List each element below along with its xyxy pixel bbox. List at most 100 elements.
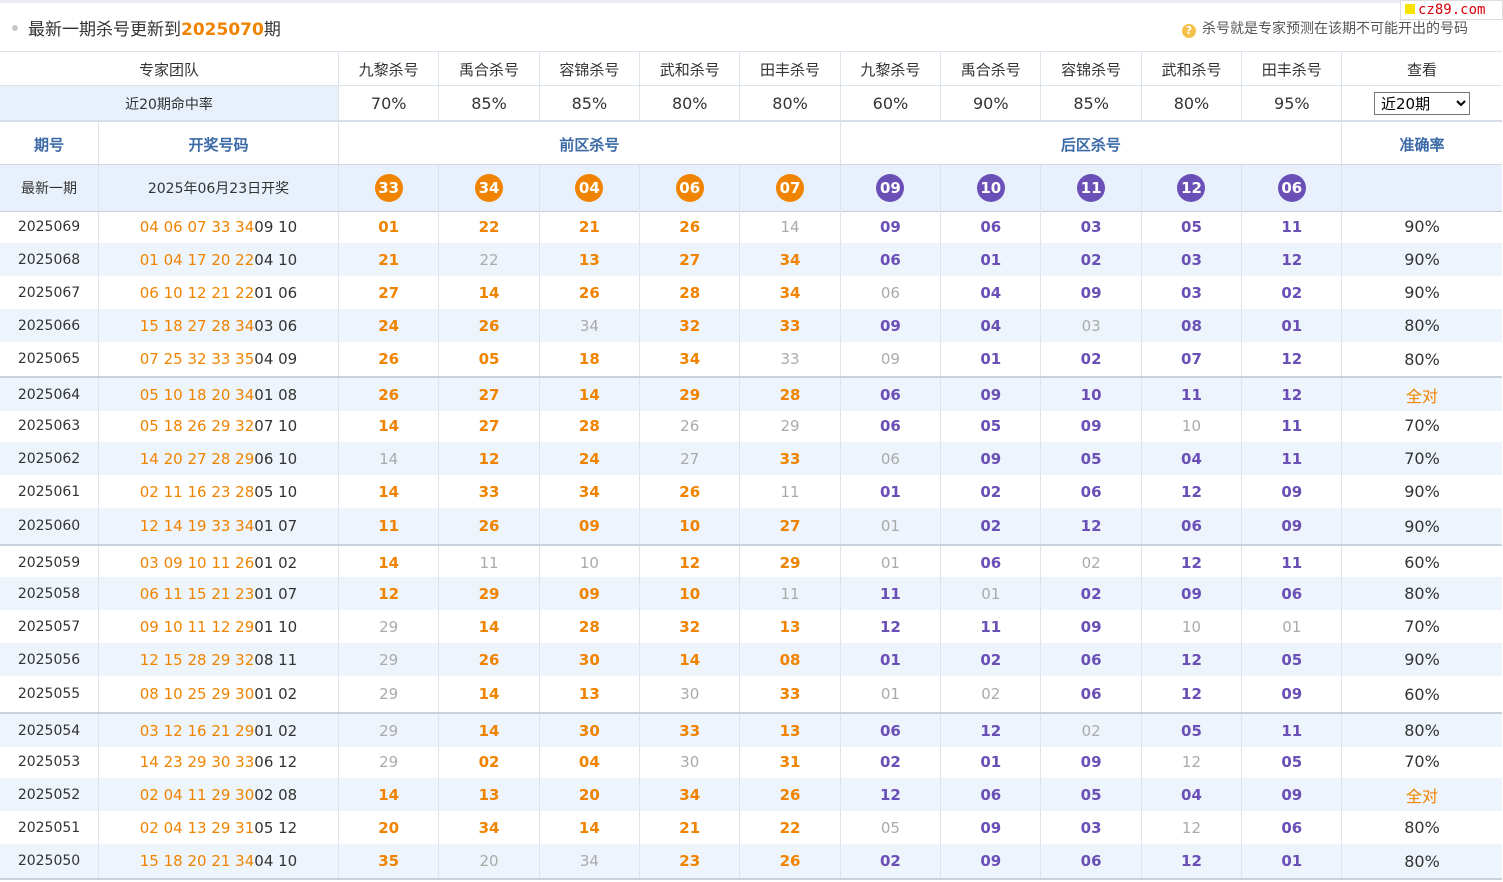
accuracy-cell: 全对 <box>1341 778 1502 811</box>
kill-number: 01 <box>378 217 400 236</box>
back-kill-ball: 09 <box>876 174 905 202</box>
kill-number: 31 <box>779 752 801 771</box>
kill-number-cell: 14 <box>538 811 639 844</box>
kill-number-cell: 10 <box>538 546 639 579</box>
draw-back-numbers: 04 10 <box>254 852 298 870</box>
draw-front-numbers: 03 09 10 11 26 <box>139 553 255 572</box>
kill-number-cell: 27 <box>438 409 538 442</box>
latest-draw-date: 2025年06月23日开奖 <box>98 165 338 211</box>
bottom-divider <box>0 878 1502 880</box>
cell-text: 2025066 <box>17 317 81 334</box>
accuracy-cell: 60% <box>1341 676 1502 712</box>
kill-number-cell: 26 <box>639 210 739 243</box>
kill-number-cell: 01 <box>839 676 940 712</box>
kill-number: 06 <box>1080 650 1102 669</box>
draw-back-numbers: 01 02 <box>254 721 298 740</box>
kill-number-cell: 34 <box>538 844 639 878</box>
cell-text: 2025053 <box>17 753 81 770</box>
front-kill-header: 前区杀号 <box>338 122 840 166</box>
kill-number: 20 <box>578 785 600 804</box>
kill-number-cell: 02 <box>438 745 538 778</box>
kill-number-cell: 04 <box>1140 778 1241 811</box>
kill-number-cell: 11 <box>1241 409 1341 442</box>
kill-number-cell: 30 <box>538 714 639 747</box>
issue-number: 2025059 <box>0 546 98 579</box>
kill-number-cell: 21 <box>538 210 639 243</box>
draw-front-numbers: 14 23 29 30 33 <box>139 752 255 771</box>
kill-number-cell: 09 <box>1241 676 1341 712</box>
kill-number-cell: 14 <box>338 778 438 811</box>
draw-front-numbers: 07 25 32 33 35 <box>139 350 255 368</box>
kill-number: 08 <box>779 650 801 669</box>
kill-number-cell: 01 <box>839 475 940 508</box>
accuracy-value: 全对 <box>1405 386 1438 406</box>
kill-number-cell: 29 <box>338 610 438 643</box>
kill-number: 27 <box>779 517 801 535</box>
kill-number: 21 <box>378 250 400 269</box>
accuracy-cell: 70% <box>1341 409 1502 442</box>
kill-number-cell: 11 <box>739 577 839 610</box>
kill-number-cell: 11 <box>1241 714 1341 747</box>
kill-number: 01 <box>980 752 1002 771</box>
accuracy-cell: 80% <box>1341 811 1502 844</box>
kill-number-cell: 33 <box>438 475 538 508</box>
kill-number-cell: 01 <box>1241 309 1341 342</box>
kill-number-cell: 12 <box>940 714 1040 747</box>
kill-number-cell: 06 <box>1241 577 1341 610</box>
kill-number: 09 <box>1281 517 1303 535</box>
kill-number: 01 <box>880 517 900 535</box>
kill-number: 26 <box>779 852 801 870</box>
kill-number: 29 <box>780 416 800 435</box>
kill-number-cell: 27 <box>438 378 538 411</box>
accuracy-value: 80% <box>1404 851 1440 871</box>
kill-number-cell: 12 <box>639 546 739 579</box>
kill-number: 02 <box>981 685 1001 703</box>
kill-number-cell: 04 <box>940 309 1040 342</box>
draw-back-numbers: 07 10 <box>254 416 298 435</box>
kill-number: 13 <box>779 617 801 636</box>
kill-number: 03 <box>1181 283 1202 302</box>
expert-column-header: 武和杀号 <box>639 52 739 86</box>
site-logo[interactable]: cz89.com <box>1400 0 1503 20</box>
kill-number-cell: 11 <box>739 475 839 508</box>
draw-front-numbers: 02 04 11 29 30 <box>139 785 255 804</box>
cell-text: 禹合杀号 <box>459 60 520 79</box>
period-select[interactable]: 近20期 <box>1374 92 1470 115</box>
issue-number: 2025051 <box>0 811 98 844</box>
kill-number-cell: 20 <box>438 844 538 878</box>
kill-number: 12 <box>1181 553 1202 572</box>
kill-number-cell: 34 <box>538 309 639 342</box>
kill-number: 09 <box>1281 685 1303 703</box>
kill-number-cell: 14 <box>438 276 538 309</box>
kill-number: 13 <box>478 785 500 804</box>
draw-numbers: 05 18 26 29 32 07 10 <box>98 409 338 442</box>
kill-number: 09 <box>1281 482 1303 501</box>
kill-number-cell: 03 <box>1040 210 1140 243</box>
kill-number: 11 <box>1281 449 1303 468</box>
kill-number: 03 <box>1081 316 1101 335</box>
draw-back-numbers: 01 02 <box>254 553 298 572</box>
kill-number: 14 <box>378 785 400 804</box>
kill-number-cell: 02 <box>940 676 1040 712</box>
kill-number: 12 <box>1080 517 1102 535</box>
kill-number-cell: 05 <box>1140 714 1241 747</box>
kill-number-cell: 28 <box>538 610 639 643</box>
cell-text: 准确率 <box>1399 135 1445 154</box>
kill-number-cell: 06 <box>839 714 940 747</box>
cell-text: 后区杀号 <box>1060 135 1121 154</box>
back-kill-header: 后区杀号 <box>839 122 1341 166</box>
kill-number-cell: 03 <box>1040 811 1140 844</box>
predicted-kill-cell: 09 <box>839 165 940 211</box>
kill-number-cell: 02 <box>839 844 940 878</box>
draw-back-numbers: 05 12 <box>254 818 298 837</box>
kill-number-cell: 28 <box>639 276 739 309</box>
draw-back-numbers: 01 07 <box>254 517 298 535</box>
kill-number: 34 <box>779 250 801 269</box>
kill-number-cell: 09 <box>1040 409 1140 442</box>
kill-number: 04 <box>1181 449 1202 468</box>
draw-numbers: 14 20 27 28 29 06 10 <box>98 442 338 475</box>
kill-number: 26 <box>679 482 701 501</box>
kill-number: 26 <box>478 650 500 669</box>
kill-number: 24 <box>378 316 400 335</box>
kill-number-cell: 14 <box>438 714 538 747</box>
